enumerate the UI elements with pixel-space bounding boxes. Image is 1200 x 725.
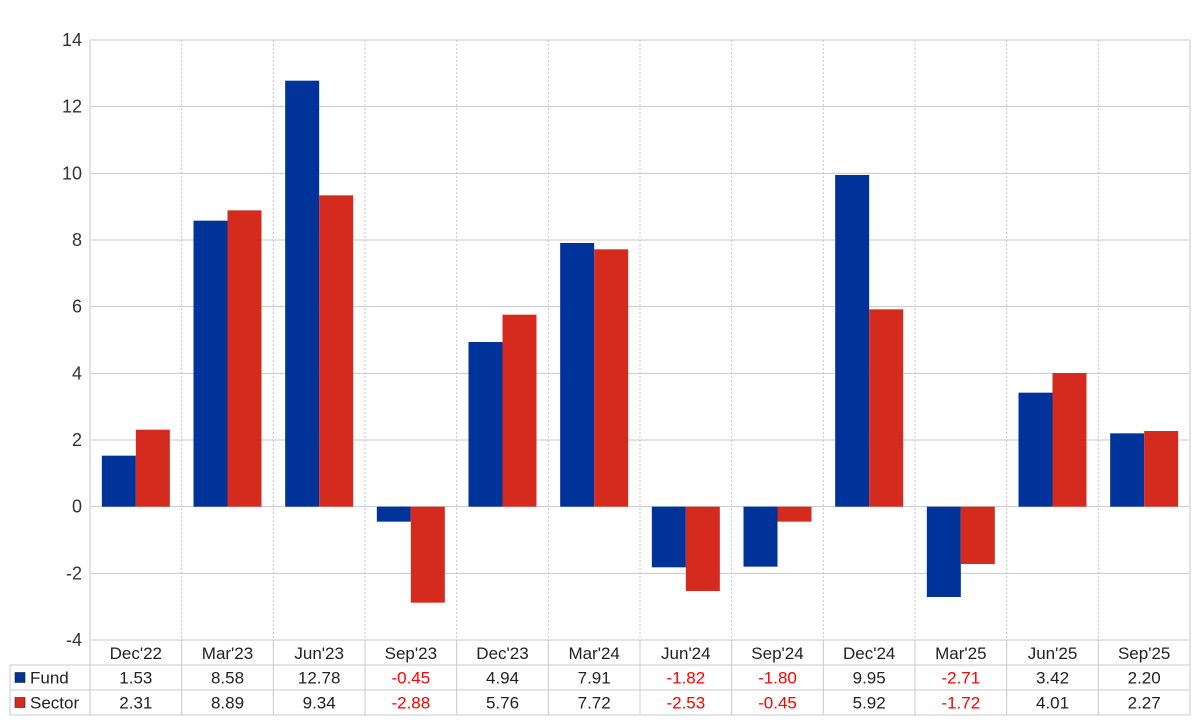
legend-label-sector: Sector	[30, 694, 79, 713]
data-label-fund: 2.20	[1128, 669, 1161, 688]
y-tick-label: 4	[72, 363, 82, 383]
bar-sector-10	[1052, 373, 1087, 507]
x-tick-label: Jun'24	[661, 644, 711, 663]
x-tick-label: Dec'23	[476, 644, 528, 663]
data-label-fund: -2.71	[941, 669, 980, 688]
y-tick-label: -4	[66, 630, 82, 650]
x-tick-label: Sep'25	[1118, 644, 1170, 663]
data-label-sector: -1.72	[941, 694, 980, 713]
bar-fund-4	[468, 342, 503, 507]
data-label-fund: 3.42	[1036, 669, 1069, 688]
y-tick-label: 8	[72, 230, 82, 250]
bar-fund-1	[193, 220, 228, 507]
bar-sector-4	[502, 314, 537, 507]
data-label-fund: -1.80	[758, 669, 797, 688]
data-label-sector: 2.31	[119, 694, 152, 713]
bar-fund-6	[651, 506, 686, 568]
x-tick-label: Mar'25	[935, 644, 986, 663]
data-label-fund: 9.95	[853, 669, 886, 688]
bar-fund-8	[835, 175, 870, 507]
bar-sector-3	[410, 506, 445, 603]
x-tick-label: Mar'23	[202, 644, 253, 663]
data-label-fund: 12.78	[298, 669, 341, 688]
x-tick-label: Jun'25	[1028, 644, 1078, 663]
bar-sector-11	[1144, 431, 1179, 507]
y-tick-label: -2	[66, 563, 82, 583]
bar-fund-9	[926, 506, 961, 597]
data-label-fund: 7.91	[578, 669, 611, 688]
x-tick-label: Sep'24	[751, 644, 803, 663]
data-label-sector: 2.27	[1128, 694, 1161, 713]
data-label-fund: -0.45	[391, 669, 430, 688]
bar-sector-0	[135, 429, 170, 507]
bar-fund-5	[560, 243, 595, 507]
y-tick-label: 2	[72, 430, 82, 450]
data-label-sector: -2.53	[666, 694, 705, 713]
legend-swatch-sector	[14, 697, 26, 708]
bar-fund-10	[1018, 392, 1053, 507]
data-label-sector: 8.89	[211, 694, 244, 713]
data-label-sector: -2.88	[391, 694, 430, 713]
x-tick-label: Dec'22	[110, 644, 162, 663]
x-tick-label: Mar'24	[568, 644, 619, 663]
data-label-fund: 1.53	[119, 669, 152, 688]
bar-sector-8	[869, 309, 904, 507]
bar-sector-9	[960, 506, 995, 564]
bar-fund-0	[101, 455, 136, 507]
data-label-fund: -1.82	[666, 669, 705, 688]
bar-sector-7	[777, 506, 812, 522]
data-label-sector: -0.45	[758, 694, 797, 713]
data-label-sector: 5.92	[853, 694, 886, 713]
legend-label-fund: Fund	[30, 669, 69, 688]
legend-swatch-fund	[14, 672, 26, 683]
bar-fund-3	[376, 506, 411, 522]
bar-fund-2	[285, 80, 320, 507]
data-label-sector: 5.76	[486, 694, 519, 713]
x-tick-label: Jun'23	[294, 644, 344, 663]
y-tick-label: 6	[72, 297, 82, 317]
data-label-fund: 8.58	[211, 669, 244, 688]
data-label-sector: 7.72	[578, 694, 611, 713]
data-label-sector: 9.34	[303, 694, 336, 713]
y-tick-label: 14	[62, 30, 82, 50]
data-label-sector: 4.01	[1036, 694, 1069, 713]
bar-fund-7	[743, 506, 778, 567]
bar-sector-5	[594, 249, 629, 507]
data-label-fund: 4.94	[486, 669, 519, 688]
y-tick-label: 12	[62, 97, 82, 117]
bar-sector-2	[319, 195, 354, 507]
x-tick-label: Dec'24	[843, 644, 895, 663]
y-tick-label: 0	[72, 497, 82, 517]
bar-sector-6	[685, 506, 720, 591]
bar-fund-11	[1110, 433, 1145, 507]
x-tick-label: Sep'23	[385, 644, 437, 663]
y-tick-label: 10	[62, 163, 82, 183]
bar-sector-1	[227, 210, 262, 507]
